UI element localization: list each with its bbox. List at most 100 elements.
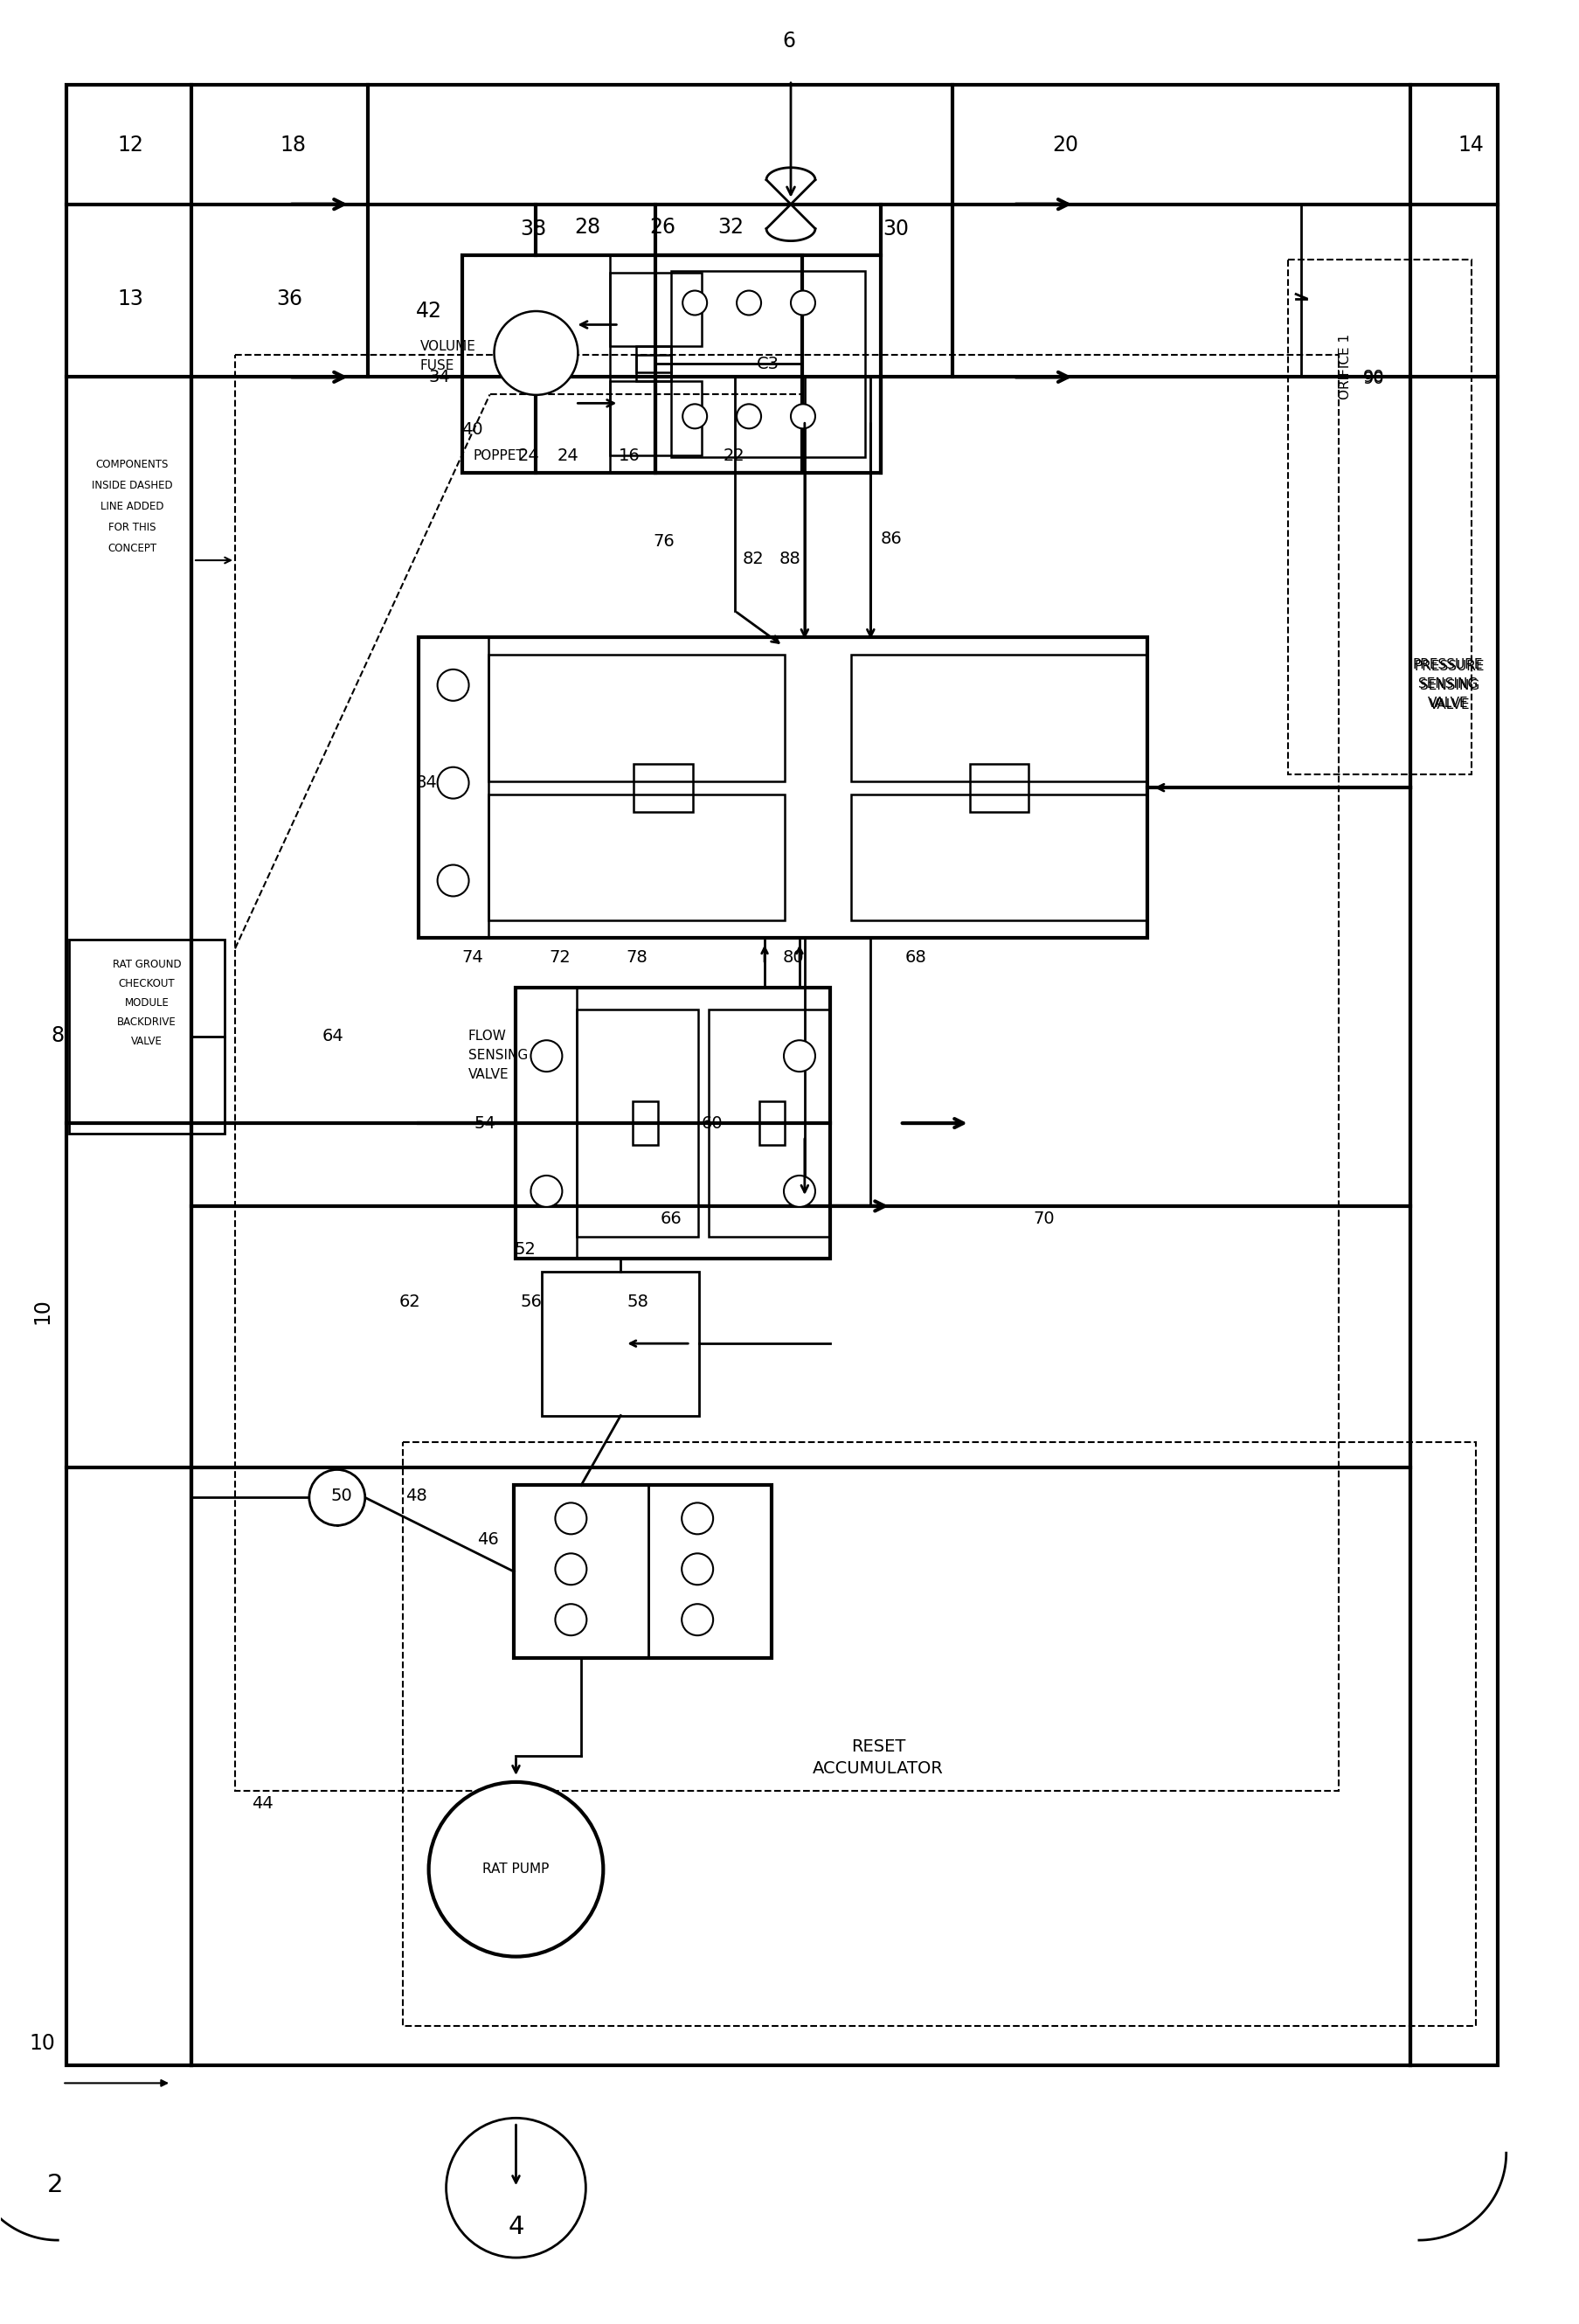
Text: 2: 2 xyxy=(47,2173,63,2199)
Bar xyxy=(576,1009,698,1122)
Circle shape xyxy=(437,669,469,702)
Text: 4: 4 xyxy=(508,2215,524,2240)
Circle shape xyxy=(437,767,469,799)
Text: BACKDRIVE: BACKDRIVE xyxy=(117,1016,177,1027)
Bar xyxy=(609,381,701,456)
Text: CONCEPT: CONCEPT xyxy=(107,541,156,553)
Text: 84: 84 xyxy=(415,774,437,790)
Bar xyxy=(542,1271,699,1415)
Text: 58: 58 xyxy=(627,1294,649,1311)
Text: 32: 32 xyxy=(717,216,744,237)
Text: 52: 52 xyxy=(513,1241,535,1257)
Text: 86: 86 xyxy=(881,530,902,546)
Bar xyxy=(655,256,881,474)
Text: SENSING: SENSING xyxy=(467,1048,527,1062)
Text: 82: 82 xyxy=(742,551,764,567)
Bar xyxy=(488,795,785,920)
Text: 12: 12 xyxy=(117,135,144,156)
Bar xyxy=(709,1009,829,1122)
Text: 24: 24 xyxy=(557,446,579,465)
Circle shape xyxy=(783,1176,815,1206)
Bar xyxy=(970,765,1030,811)
Text: 20: 20 xyxy=(1053,135,1078,156)
Text: ORIFICE 1: ORIFICE 1 xyxy=(1339,335,1352,400)
Circle shape xyxy=(556,1604,587,1636)
Circle shape xyxy=(682,1504,714,1534)
Bar xyxy=(1288,260,1472,774)
Bar xyxy=(418,637,1148,939)
Text: SENSING: SENSING xyxy=(1420,679,1480,693)
Text: 30: 30 xyxy=(883,218,908,239)
Bar xyxy=(851,795,1146,920)
Text: 6: 6 xyxy=(783,30,796,51)
Circle shape xyxy=(437,865,469,897)
Text: RAT PUMP: RAT PUMP xyxy=(483,1864,549,1875)
Text: VALVE: VALVE xyxy=(131,1037,163,1046)
Bar xyxy=(636,356,671,381)
Circle shape xyxy=(783,1041,815,1071)
Bar xyxy=(488,655,785,781)
Text: RAT GROUND: RAT GROUND xyxy=(112,960,182,969)
Text: 74: 74 xyxy=(461,948,483,967)
Text: 16: 16 xyxy=(619,446,639,465)
Bar xyxy=(633,765,693,811)
Text: RESET: RESET xyxy=(851,1738,905,1755)
Circle shape xyxy=(556,1552,587,1585)
Text: 70: 70 xyxy=(1033,1211,1055,1227)
Circle shape xyxy=(309,1469,365,1525)
Text: 60: 60 xyxy=(701,1116,723,1132)
Bar xyxy=(636,346,671,372)
Bar xyxy=(515,1485,772,1657)
Bar xyxy=(403,1441,1476,2027)
Bar xyxy=(66,84,1497,2066)
Text: 40: 40 xyxy=(461,421,483,437)
Circle shape xyxy=(682,290,707,316)
Text: 90: 90 xyxy=(1363,370,1385,388)
Text: MODULE: MODULE xyxy=(125,997,169,1009)
Text: 28: 28 xyxy=(575,216,600,237)
Bar xyxy=(515,1485,647,1657)
Text: VOLUME: VOLUME xyxy=(420,339,475,353)
Text: 34: 34 xyxy=(429,370,450,386)
Circle shape xyxy=(556,1504,587,1534)
Text: 24: 24 xyxy=(518,446,540,465)
Bar xyxy=(516,988,831,1257)
Circle shape xyxy=(791,404,815,428)
Text: 44: 44 xyxy=(253,1796,273,1813)
Circle shape xyxy=(682,404,707,428)
Circle shape xyxy=(531,1041,562,1071)
Text: 88: 88 xyxy=(778,551,801,567)
Circle shape xyxy=(791,290,815,316)
Text: 78: 78 xyxy=(625,948,647,967)
Circle shape xyxy=(737,290,761,316)
Circle shape xyxy=(531,1176,562,1206)
Circle shape xyxy=(494,311,578,395)
Circle shape xyxy=(737,404,761,428)
Text: 90: 90 xyxy=(1363,370,1385,386)
Text: 36: 36 xyxy=(276,288,302,309)
Text: VALVE: VALVE xyxy=(467,1067,508,1081)
Text: VALVE: VALVE xyxy=(1427,697,1468,709)
Bar xyxy=(463,256,609,474)
Text: COMPONENTS: COMPONENTS xyxy=(96,458,169,469)
Text: 62: 62 xyxy=(399,1294,420,1311)
Text: 13: 13 xyxy=(117,288,144,309)
Text: CHECKOUT: CHECKOUT xyxy=(118,978,175,990)
Text: 64: 64 xyxy=(322,1027,344,1043)
Text: 80: 80 xyxy=(783,948,804,967)
Text: VALVE: VALVE xyxy=(1429,700,1470,711)
Text: 66: 66 xyxy=(660,1211,682,1227)
Text: 14: 14 xyxy=(1459,135,1484,156)
Bar xyxy=(516,988,576,1257)
Bar xyxy=(851,655,1146,781)
Bar xyxy=(709,1122,829,1236)
Text: 50: 50 xyxy=(330,1487,352,1504)
Text: 72: 72 xyxy=(549,948,570,967)
Bar xyxy=(463,256,802,474)
Text: FOR THIS: FOR THIS xyxy=(109,521,156,532)
Bar xyxy=(633,1102,658,1146)
Text: C3: C3 xyxy=(756,356,780,372)
Bar xyxy=(69,939,224,1134)
Text: 22: 22 xyxy=(723,446,745,465)
Text: 10: 10 xyxy=(28,2034,55,2054)
